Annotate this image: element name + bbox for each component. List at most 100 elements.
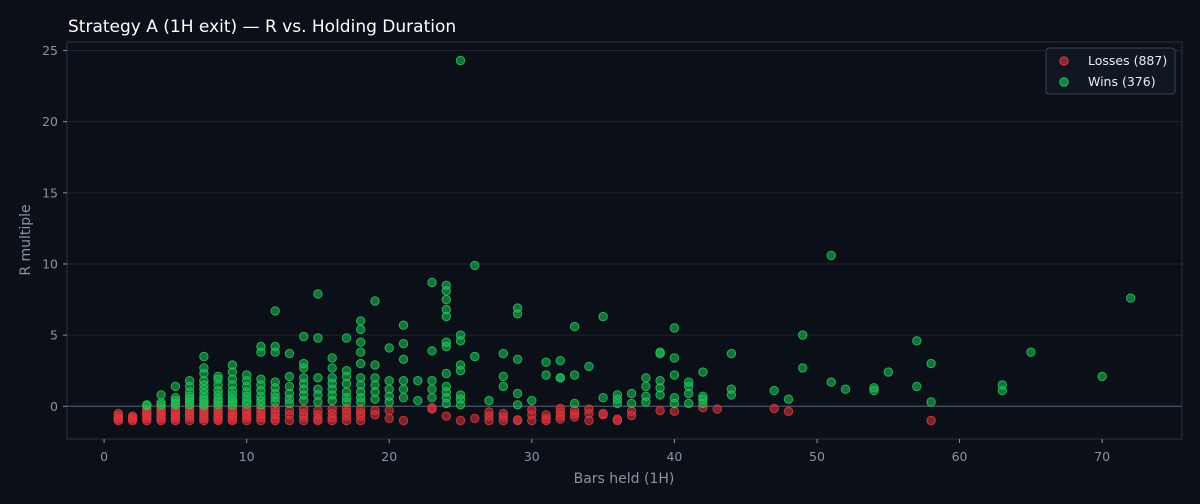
- win-point: [256, 400, 266, 410]
- win-point: [370, 394, 380, 404]
- win-point: [926, 397, 936, 407]
- win-point: [384, 376, 394, 386]
- loss-point: [270, 415, 280, 426]
- win-point: [541, 370, 551, 380]
- y-axis-label: R multiple: [18, 204, 34, 275]
- x-axis-ticks: 0 10 20 30 40 50 60 70: [100, 439, 1110, 464]
- win-point: [398, 320, 409, 330]
- loss-point: [184, 415, 195, 426]
- loss-point: [113, 415, 124, 426]
- win-point: [484, 395, 494, 406]
- win-point: [413, 395, 423, 406]
- win-point: [512, 354, 523, 364]
- win-point: [384, 343, 394, 353]
- win-point: [270, 306, 280, 316]
- win-point: [156, 400, 166, 410]
- win-point: [869, 385, 879, 396]
- win-point: [1097, 371, 1107, 382]
- legend-box: [1045, 47, 1176, 95]
- win-point: [441, 341, 451, 352]
- wins-series: [142, 55, 1136, 411]
- loss-point: [341, 415, 352, 426]
- win-point: [398, 393, 409, 403]
- win-point: [427, 376, 437, 386]
- loss-point: [127, 415, 138, 426]
- win-point: [512, 400, 523, 410]
- win-point: [341, 333, 352, 343]
- win-point: [256, 347, 266, 357]
- win-point: [1126, 293, 1136, 303]
- x-tick-label: 20: [381, 449, 397, 464]
- win-point: [356, 316, 366, 326]
- loss-point: [470, 413, 480, 424]
- win-point: [455, 336, 466, 346]
- x-tick-label: 70: [1094, 449, 1110, 464]
- loss-point: [299, 415, 309, 426]
- win-point: [684, 388, 694, 399]
- win-point: [569, 398, 580, 409]
- win-point: [598, 311, 608, 322]
- win-point: [826, 377, 836, 387]
- win-point: [413, 376, 423, 386]
- loss-point: [356, 415, 366, 426]
- win-point: [826, 250, 836, 261]
- win-point: [912, 381, 922, 392]
- loss-point: [512, 415, 523, 426]
- win-point: [441, 294, 451, 305]
- x-tick-label: 40: [666, 449, 682, 464]
- y-tick-label: 25: [42, 43, 58, 58]
- loss-point: [783, 406, 794, 416]
- win-point: [512, 309, 523, 319]
- win-point: [299, 395, 309, 406]
- win-point: [997, 385, 1007, 396]
- win-point: [284, 371, 295, 382]
- win-point: [199, 400, 209, 411]
- loss-point: [555, 414, 565, 424]
- win-point: [655, 348, 665, 359]
- y-tick-label: 20: [42, 114, 58, 129]
- win-point: [541, 357, 551, 367]
- x-tick-label: 10: [239, 449, 255, 464]
- y-axis-ticks: 0 5 10 15 20 25: [42, 43, 67, 414]
- loss-point: [926, 415, 936, 426]
- win-point: [142, 400, 152, 410]
- x-tick-label: 0: [100, 449, 108, 464]
- win-point: [669, 370, 680, 380]
- win-point: [555, 373, 565, 383]
- win-point: [441, 398, 451, 409]
- win-point: [798, 330, 808, 340]
- loss-point: [626, 410, 637, 421]
- win-point: [655, 390, 665, 400]
- win-point: [626, 398, 637, 409]
- x-tick-label: 30: [524, 449, 540, 464]
- win-point: [455, 366, 466, 376]
- win-point: [498, 381, 508, 392]
- win-point: [313, 373, 323, 383]
- win-point: [299, 331, 309, 342]
- win-point: [199, 351, 209, 362]
- win-point: [427, 277, 437, 288]
- win-point: [684, 398, 694, 409]
- win-point: [341, 378, 352, 389]
- legend: Losses (887) Wins (376): [1045, 47, 1176, 95]
- win-point: [356, 397, 366, 407]
- win-point: [798, 363, 808, 373]
- gridlines: [67, 50, 1182, 407]
- losses-series: [113, 403, 936, 426]
- win-point: [669, 353, 680, 363]
- loss-point: [569, 412, 580, 422]
- win-point: [584, 361, 594, 372]
- win-point: [313, 397, 323, 407]
- y-tick-label: 0: [50, 399, 58, 414]
- loss-point: [484, 415, 494, 426]
- loss-point: [769, 403, 779, 414]
- win-point: [883, 367, 893, 377]
- win-point: [356, 358, 366, 369]
- win-point: [612, 398, 623, 409]
- win-point: [398, 339, 409, 349]
- loss-point: [655, 405, 665, 416]
- win-point: [569, 321, 580, 332]
- loss-point: [327, 415, 337, 426]
- data-points: [113, 55, 1136, 426]
- loss-point: [398, 415, 409, 426]
